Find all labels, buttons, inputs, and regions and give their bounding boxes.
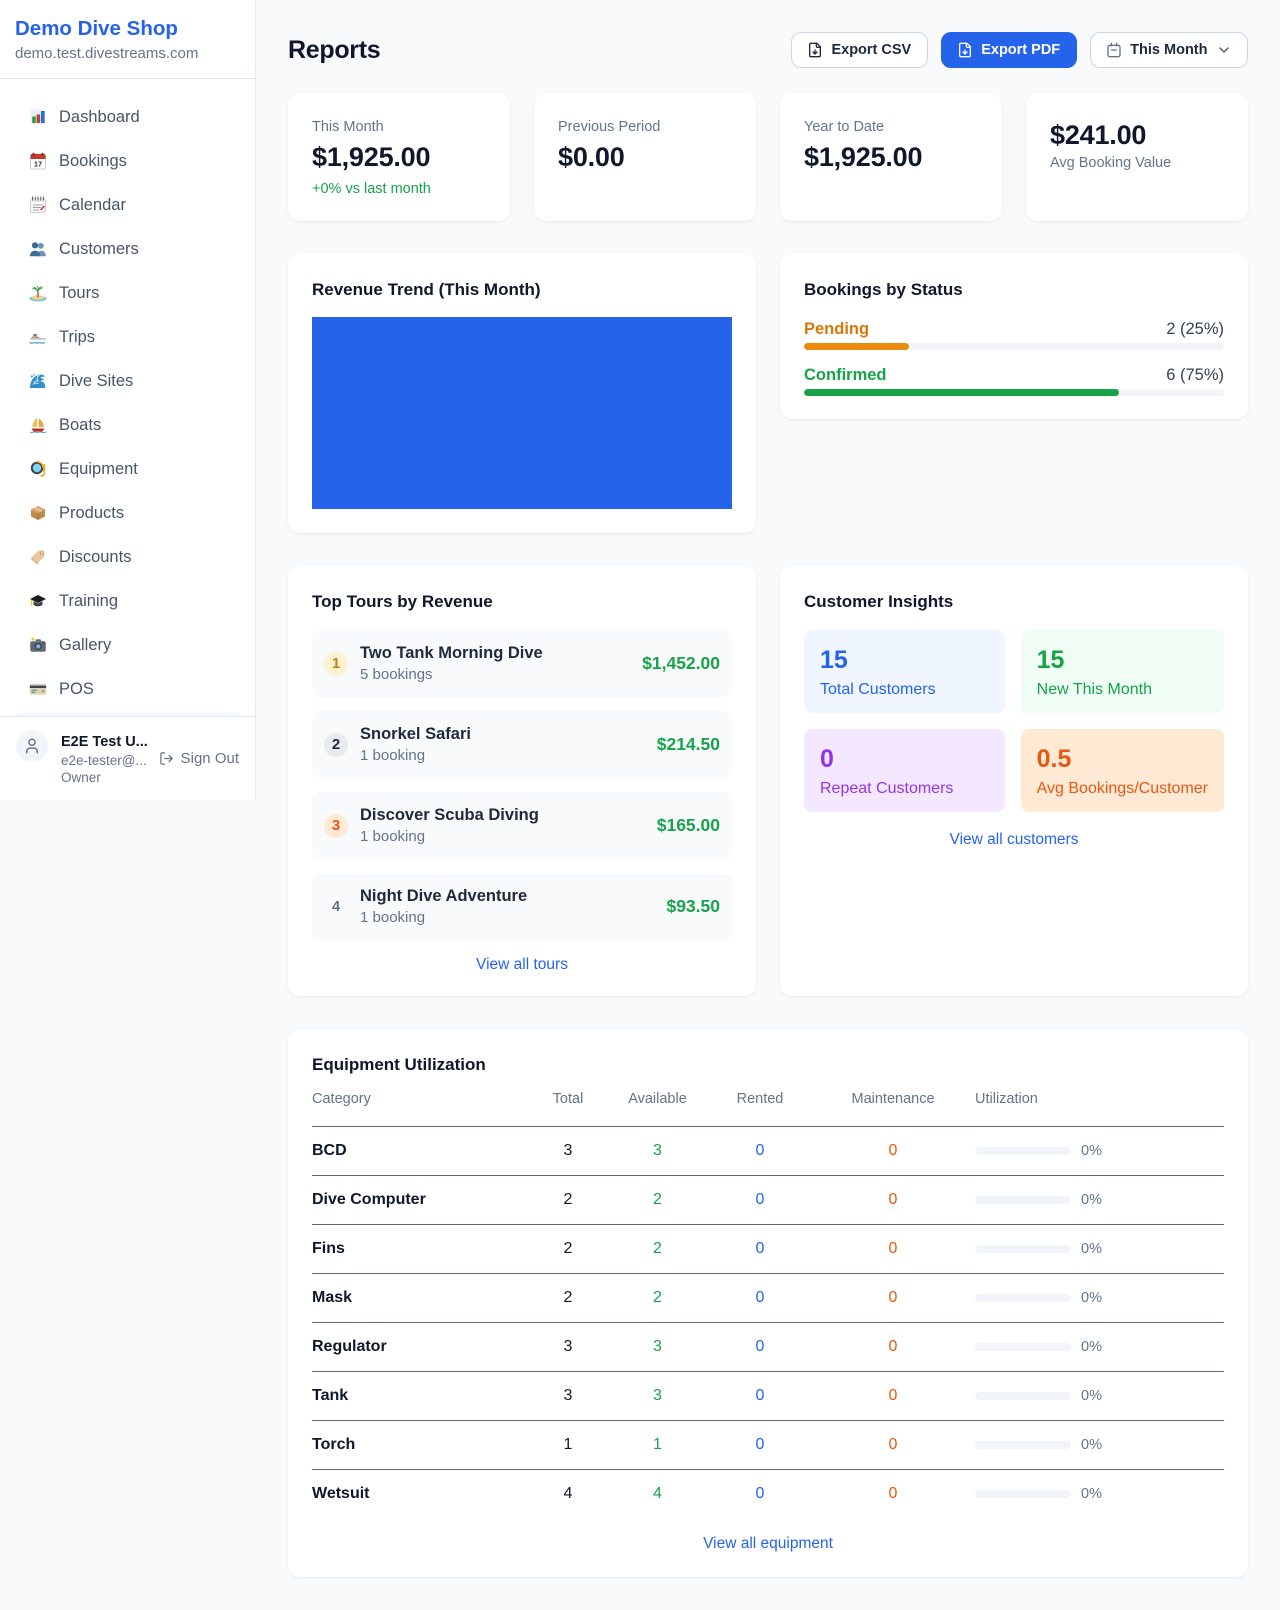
svg-text:17: 17 bbox=[34, 160, 42, 169]
